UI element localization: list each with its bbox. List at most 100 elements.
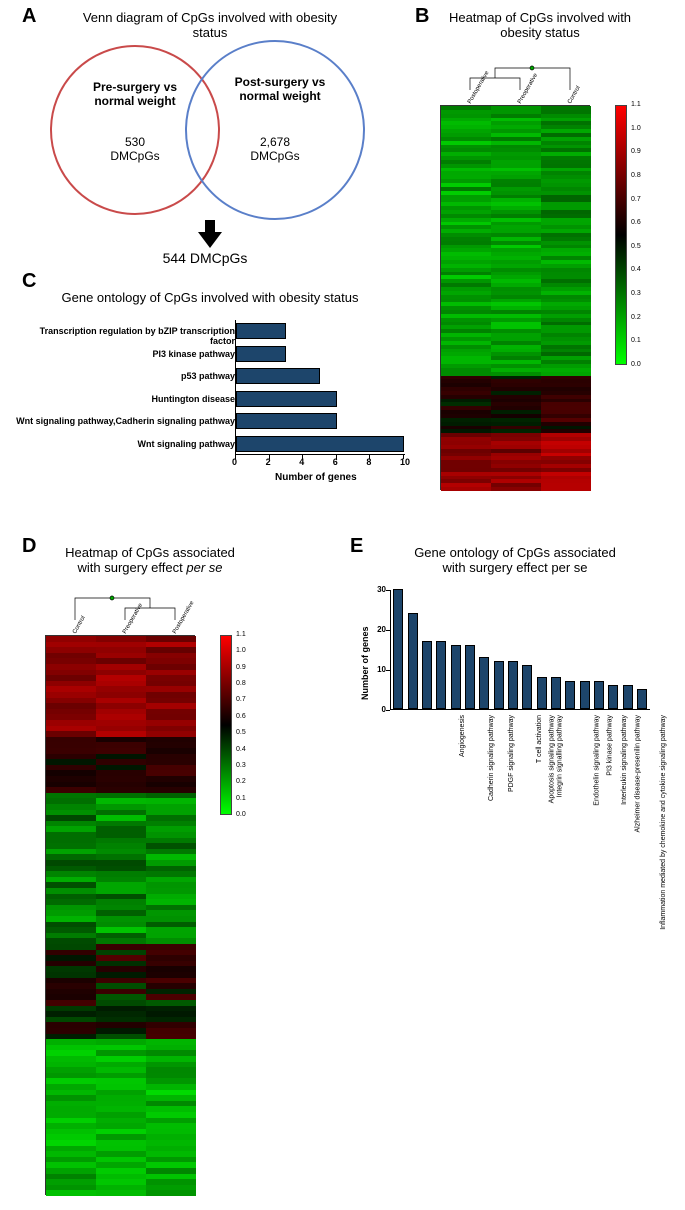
venn-left-value: 530 [125,135,145,149]
colorbar-tick: 0.7 [631,196,641,203]
bar-c-bar [236,323,286,339]
colorbar-d: 1.11.00.90.80.70.60.50.40.30.20.10.0 [220,635,232,835]
bar-e-ytick: 20 [377,625,386,634]
bar-e-plot [390,590,650,710]
bar-c-category-label: Wnt signaling pathway,Cadherin signaling… [15,416,235,426]
bar-e-bar [594,681,604,709]
bar-e-bar [494,661,504,709]
bar-c-xtick: 10 [400,457,410,467]
colorbar-tick: 0.0 [631,361,641,368]
venn-title: Venn diagram of CpGs involved with obesi… [80,10,340,40]
bar-c-bar [236,391,337,407]
colorbar-tick: 0.0 [236,811,246,818]
bar-e-bar [508,661,518,709]
colorbar-tick: 1.1 [631,101,641,108]
venn-left-label1: Pre-surgery vs [93,80,177,94]
bar-e-category-label: Cadherin signaling pathway [488,715,495,801]
bar-c-xtick: 8 [366,457,371,467]
colorbar-tick: 0.3 [236,762,246,769]
colorbar-tick: 0.7 [236,696,246,703]
arrow-icon [195,220,225,250]
bar-e-ytick: 0 [382,705,386,714]
bar-c-bar [236,413,337,429]
venn-right-label: Post-surgery vs normal weight [215,75,345,103]
colorbar-tick: 0.3 [631,290,641,297]
bar-e-bar [393,589,403,709]
colorbar-tick: 0.5 [236,729,246,736]
venn-right-label1: Post-surgery vs [235,75,326,89]
bar-e-bar [637,689,647,709]
colorbar-tick: 0.4 [236,746,246,753]
bar-e-bar [522,665,532,709]
venn-diagram: Pre-surgery vs normal weight 530 DMCpGs … [30,40,390,240]
bar-c-xtick: 4 [299,457,304,467]
colorbar-tick: 0.8 [236,680,246,687]
colorbar-tick: 0.8 [631,172,641,179]
venn-right-label2: normal weight [239,89,320,103]
bar-e-category-label: Interleukin signaling pathway [621,715,628,805]
heatmap-b-title: Heatmap of CpGs involved with obesity st… [440,10,640,40]
colorbar-b: 1.11.00.90.80.70.60.50.40.30.20.10.0 [615,105,627,385]
bar-e-category-label: T cell activation [536,715,543,763]
heatmap-b: PostoperativePreoperativeControl 1.11.00… [440,60,680,490]
bar-e-bar [451,645,461,709]
colorbar-tick: 1.0 [236,647,246,654]
panel-label-c: C [22,270,36,293]
bar-c-plot [235,320,405,455]
colorbar-tick: 0.2 [631,314,641,321]
heatmap-d-grid [45,635,195,1195]
bar-e-category-label: Apoptosis signaling pathway [548,715,555,803]
panel-label-b: B [415,5,429,28]
colorbar-tick: 0.6 [631,219,641,226]
bar-e-bar [537,677,547,709]
bar-e-bar [608,685,618,709]
bar-chart-c: Transcription regulation by bZIP transcr… [10,320,410,500]
bar-e-category-label: Endothelin signaling pathway [593,715,600,806]
bar-e-bar [465,645,475,709]
bar-c-xtick: 6 [333,457,338,467]
chart-c-title: Gene ontology of CpGs involved with obes… [40,290,380,305]
bar-c-labels: Transcription regulation by bZIP transcr… [10,320,235,460]
bar-c-xtick: 0 [232,457,237,467]
panel-label-e: E [350,535,363,558]
bar-c-category-label: Wnt signaling pathway [15,439,235,449]
colorbar-tick: 0.6 [236,713,246,720]
bar-e-category-label: PDGF signaling pathway [508,715,515,792]
colorbar-tick: 0.4 [631,266,641,273]
colorbar-tick: 1.0 [631,125,641,132]
venn-left-label: Pre-surgery vs normal weight [75,80,195,108]
bar-e-bar [436,641,446,709]
bar-e-yticks: 0102030 [365,590,390,710]
panel-label-d: D [22,535,36,558]
venn-overlap-label: 544 DMCpGs [120,250,290,266]
venn-left-unit: DMCpGs [110,149,159,163]
bar-c-bar [236,346,286,362]
heatmap-d-dendro [55,590,200,620]
heatmap-d-title3: per se [186,560,222,575]
bar-e-bar [408,613,418,709]
colorbar-tick: 0.1 [236,795,246,802]
bar-c-category-label: PI3 kinase pathway [15,349,235,359]
bar-e-bar [422,641,432,709]
bar-c-bar [236,436,404,452]
colorbar-tick: 0.5 [631,243,641,250]
bar-e-category-label: Alzheimer disease-presenilin pathway [634,715,641,833]
bar-e-category-label: Inflammation mediated by chemokine and c… [660,715,667,930]
bar-e-category-label: PI3 kinase pathway [606,715,613,776]
bar-e-category-label: Angiogenesis [459,715,466,757]
heatmap-d: ControlPreoperativePostoperative 1.11.00… [45,590,295,1210]
colorbar-tick: 1.1 [236,631,246,638]
heatmap-b-dendro [450,60,595,90]
bar-c-bar [236,368,320,384]
heatmap-d-title: Heatmap of CpGs associated with surgery … [45,545,255,575]
bar-c-xtick: 2 [266,457,271,467]
venn-right-unit: DMCpGs [250,149,299,163]
venn-right-value: 2,678 [260,135,290,149]
colorbar-tick: 0.9 [236,664,246,671]
bar-e-bar [479,657,489,709]
venn-left-label2: normal weight [94,94,175,108]
venn-left-value-block: 530 DMCpGs [90,135,180,163]
bar-e-bar [551,677,561,709]
bar-e-bar [580,681,590,709]
heatmap-d-title2: with surgery effect [77,560,182,575]
